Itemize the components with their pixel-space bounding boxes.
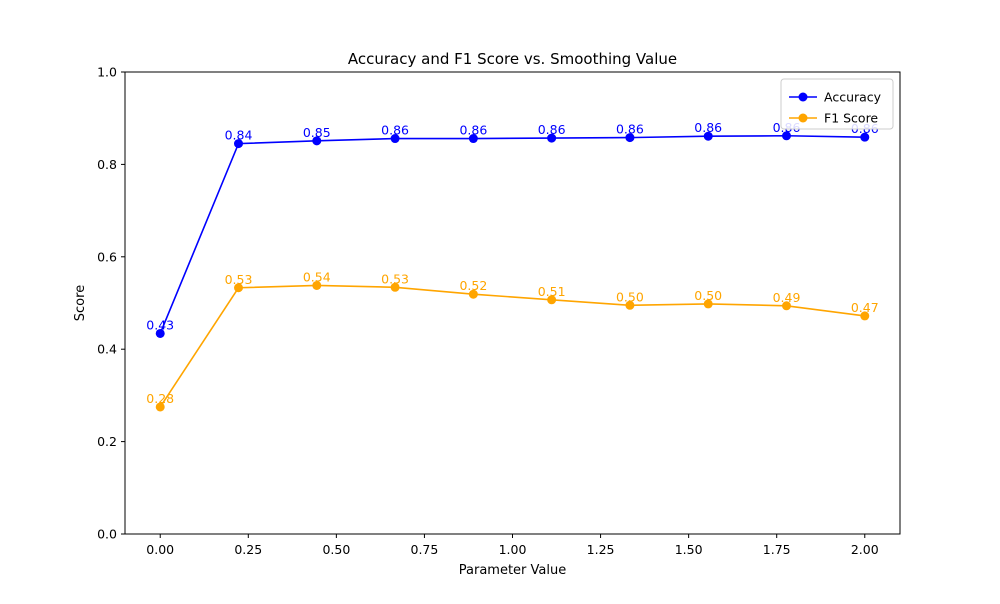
x-tick-label: 1.25 [587,542,615,557]
f1-score-data-label: 0.53 [225,272,253,287]
y-tick-label: 0.0 [97,527,117,542]
legend-box [780,78,894,130]
f1-score-data-label: 0.28 [146,391,174,406]
f1-score-point [625,300,635,310]
legend-accuracy-label: Accuracy [824,90,882,105]
accuracy-point [234,139,244,149]
x-tick-label: 0.75 [411,542,439,557]
accuracy-data-label: 0.86 [616,122,644,137]
y-tick-label: 0.8 [97,157,117,172]
legend-f1-score-marker [798,113,808,123]
x-tick-label: 1.00 [499,542,527,557]
accuracy-data-label: 0.85 [303,125,331,140]
x-tick-label: 1.50 [675,542,703,557]
f1-score-data-label: 0.54 [303,269,331,284]
accuracy-data-label: 0.86 [459,123,487,138]
x-tick-label: 0.50 [322,542,350,557]
x-axis-ticks: 0.00 0.25 0.50 0.75 1.00 1.25 1.50 1.75 2.00 [146,534,879,557]
legend-f1-score-label: F1 Score [824,111,878,126]
f1-score-data-label: 0.50 [616,289,644,304]
accuracy-data-label: 0.86 [694,120,722,135]
f1-score-point [155,402,165,412]
accuracy-data-label: 0.86 [381,123,409,138]
accuracy-point [390,134,400,144]
accuracy-point [860,132,870,142]
f1-score-point [468,289,478,299]
accuracy-series-line [159,134,865,334]
f1-score-point [234,283,244,293]
y-axis-ticks: 0.0 0.2 0.4 0.6 0.8 1.0 [97,65,125,542]
plot-area-frame [124,71,901,535]
x-tick-label: 1.75 [763,542,791,557]
series-layer: 0.430.840.850.860.860.860.860.860.860.86… [146,120,879,412]
f1-score-point [547,295,557,305]
accuracy-data-label: 0.84 [225,128,253,143]
f1-score-data-label: 0.53 [381,271,409,286]
f1-score-point [703,299,713,309]
f1-score-data-label: 0.49 [773,290,801,305]
accuracy-point [312,136,322,146]
accuracy-point [781,131,791,141]
chart-title: Accuracy and F1 Score vs. Smoothing Valu… [348,50,677,68]
accuracy-data-label: 0.86 [538,122,566,137]
accuracy-point [703,131,713,141]
f1-score-point [781,301,791,311]
f1-score-data-label: 0.47 [851,300,879,315]
x-tick-label: 0.25 [234,542,262,557]
y-tick-label: 1.0 [97,65,117,80]
f1-score-point [390,282,400,292]
accuracy-point [468,134,478,144]
y-axis-label: Score [73,285,88,321]
legend-accuracy-marker [798,92,808,102]
f1-score-data-label: 0.50 [694,288,722,303]
accuracy-point [625,133,635,143]
x-axis-label: Parameter Value [459,563,566,578]
f1-score-point [312,280,322,290]
f1-score-point [860,311,870,321]
accuracy-point [155,328,165,338]
legend: Accuracy F1 Score [780,78,894,130]
accuracy-point [547,133,557,143]
y-tick-label: 0.4 [97,342,117,357]
accuracy-data-label: 0.43 [146,317,174,332]
f1-score-series-line [159,284,865,408]
f1-score-data-label: 0.51 [538,284,566,299]
y-tick-label: 0.6 [97,249,117,264]
x-tick-label: 2.00 [851,542,879,557]
x-tick-label: 0.00 [146,542,174,557]
f1-score-data-label: 0.52 [459,278,487,293]
y-tick-label: 0.2 [97,434,117,449]
